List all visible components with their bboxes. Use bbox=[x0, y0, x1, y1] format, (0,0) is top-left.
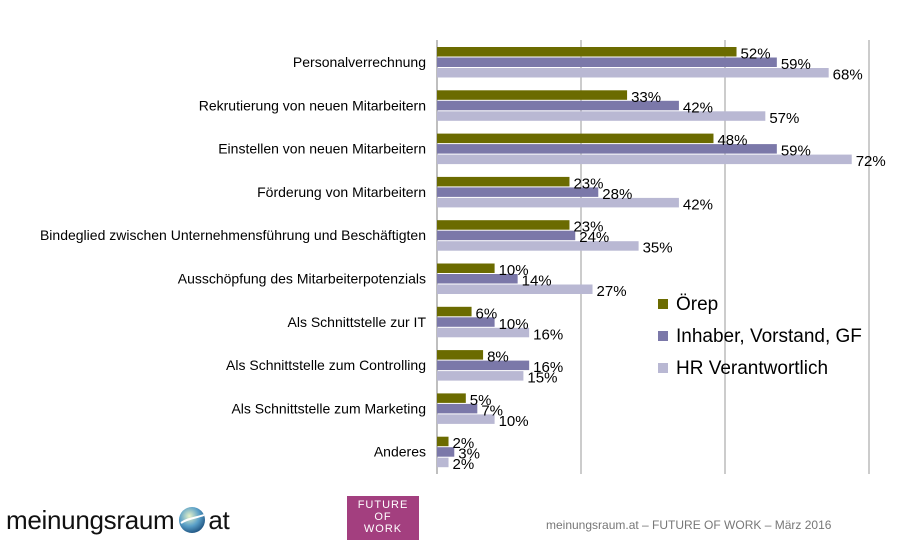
data-label: 35% bbox=[643, 240, 673, 257]
category-label: Ausschöpfung des Mitarbeiterpotenzials bbox=[178, 271, 426, 287]
brand-right-text: at bbox=[208, 504, 230, 535]
data-label: 8% bbox=[487, 349, 509, 366]
bar bbox=[437, 47, 737, 57]
category-label: Als Schnittstelle zum Controlling bbox=[226, 357, 426, 373]
legend-label: Örep bbox=[676, 294, 718, 315]
bar bbox=[437, 176, 570, 187]
bar bbox=[437, 154, 852, 165]
bar bbox=[437, 393, 466, 403]
category-label: Als Schnittstelle zum Marketing bbox=[231, 400, 426, 416]
bars bbox=[437, 47, 852, 468]
data-label: 42% bbox=[683, 196, 713, 213]
legend-label: Inhaber, Vorstand, GF bbox=[676, 326, 862, 347]
bar bbox=[437, 284, 593, 294]
data-label: 24% bbox=[579, 229, 609, 246]
data-label: 15% bbox=[527, 370, 557, 387]
data-label: 59% bbox=[781, 56, 811, 73]
category-label: Rekrutierung von neuen Mitarbeitern bbox=[199, 97, 426, 113]
data-label: 16% bbox=[533, 359, 563, 376]
legend-label: HR Verantwortlich bbox=[676, 358, 828, 379]
legend: Örep Inhaber, Vorstand, GF HR Verantwortli… bbox=[658, 294, 862, 379]
data-label: 6% bbox=[476, 305, 498, 322]
bar bbox=[437, 57, 777, 67]
data-label: 14% bbox=[522, 273, 552, 290]
bar bbox=[437, 133, 714, 144]
bar bbox=[437, 414, 495, 424]
bar bbox=[437, 306, 472, 317]
globe-icon bbox=[179, 507, 206, 533]
category-label: Anderes bbox=[374, 444, 426, 460]
bar bbox=[437, 317, 495, 327]
bar bbox=[437, 263, 495, 273]
category-label: Förderung von Mitarbeitern bbox=[257, 184, 426, 200]
bar bbox=[437, 68, 829, 78]
bar bbox=[437, 436, 449, 447]
data-label: 72% bbox=[856, 153, 886, 170]
bar bbox=[437, 241, 639, 251]
bar bbox=[437, 274, 518, 284]
data-label: 10% bbox=[499, 316, 529, 333]
data-label: 10% bbox=[499, 413, 529, 430]
data-label: 3% bbox=[458, 446, 480, 463]
legend-swatch bbox=[658, 299, 668, 309]
category-label: Einstellen von neuen Mitarbeitern bbox=[218, 141, 426, 157]
bar bbox=[437, 371, 524, 381]
data-label: 48% bbox=[717, 132, 747, 149]
data-label: 33% bbox=[631, 89, 661, 106]
bar bbox=[437, 187, 599, 197]
data-label: 2% bbox=[453, 456, 475, 473]
data-label: 23% bbox=[573, 219, 603, 236]
bar bbox=[437, 403, 478, 414]
bar bbox=[437, 230, 576, 241]
fow-line-1: FUTURE bbox=[357, 499, 409, 511]
data-label: 10% bbox=[499, 262, 529, 279]
data-label: 52% bbox=[741, 46, 771, 63]
bar bbox=[437, 327, 530, 338]
data-label: 7% bbox=[481, 402, 503, 419]
value-labels: 52%59%68%33%42%57%48%59%72%23%28%42%23%2… bbox=[453, 46, 886, 474]
bar bbox=[437, 100, 679, 111]
data-label: 27% bbox=[597, 283, 627, 300]
fow-line-3: WORK bbox=[363, 523, 403, 535]
meinungsraum-logo: meinungsraum at bbox=[6, 502, 230, 538]
data-label: 2% bbox=[453, 435, 475, 452]
legend-swatch bbox=[658, 331, 668, 341]
bar bbox=[437, 220, 570, 230]
data-label: 23% bbox=[573, 175, 603, 192]
data-label: 16% bbox=[533, 326, 563, 343]
bar bbox=[437, 360, 530, 371]
bar bbox=[437, 447, 455, 457]
data-label: 59% bbox=[781, 143, 811, 160]
category-label: Bindeglied zwischen Unternehmensführung … bbox=[40, 227, 426, 243]
bar bbox=[437, 457, 449, 468]
data-label: 5% bbox=[470, 392, 492, 409]
bar bbox=[437, 144, 777, 154]
data-label: 57% bbox=[769, 110, 799, 127]
bar-chart: Personalverrechnung Rekrutierung von neue… bbox=[40, 40, 886, 474]
category-label: Als Schnittstelle zur IT bbox=[288, 314, 427, 330]
data-label: 42% bbox=[683, 99, 713, 116]
footer-caption: meinungsraum.at – FUTURE OF WORK – März … bbox=[546, 518, 832, 532]
legend-swatch bbox=[658, 363, 668, 373]
bar bbox=[437, 90, 628, 100]
future-of-work-logo: FUTURE OF WORK bbox=[347, 496, 419, 540]
fow-line-2: OF bbox=[374, 511, 392, 523]
data-label: 68% bbox=[833, 67, 863, 84]
data-label: 28% bbox=[602, 186, 632, 203]
category-labels: Personalverrechnung Rekrutierung von neue… bbox=[40, 54, 426, 460]
brand-left-text: meinungsraum bbox=[6, 504, 175, 535]
bar bbox=[437, 197, 679, 208]
bar bbox=[437, 111, 766, 121]
category-label: Personalverrechnung bbox=[293, 54, 426, 70]
bar bbox=[437, 350, 484, 360]
